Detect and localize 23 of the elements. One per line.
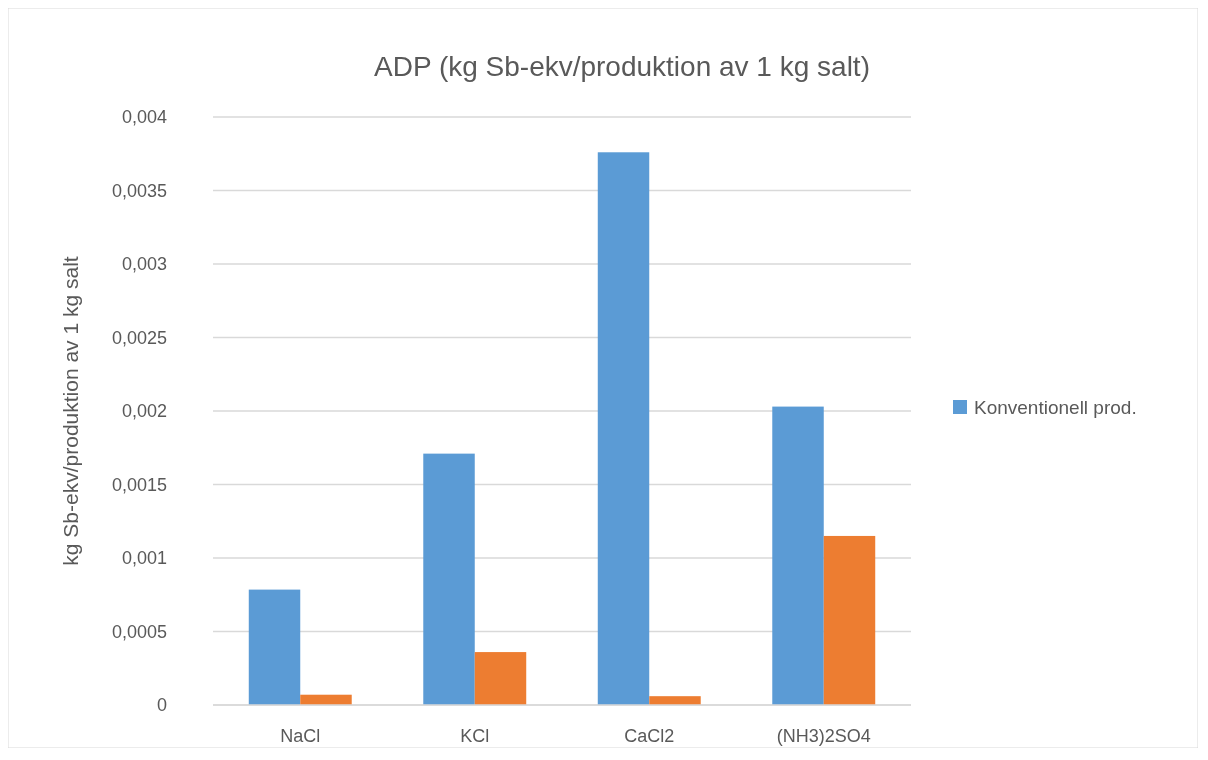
x-tick-label: KCl xyxy=(460,726,490,746)
y-tick-label: 0,003 xyxy=(121,254,167,275)
y-tick-label: 0,0035 xyxy=(111,180,167,201)
y-tick-label: 0 xyxy=(156,695,167,716)
bar xyxy=(597,152,650,705)
y-tick-label: 0,0025 xyxy=(111,327,167,348)
x-tick-label: CaCl2 xyxy=(624,726,675,746)
y-tick-label: 0,001 xyxy=(121,548,167,569)
bar xyxy=(248,589,301,705)
legend-label: Konventionell prod. xyxy=(974,396,1137,418)
y-tick-label: 0,002 xyxy=(121,401,167,422)
x-tick-label: (NH3)2SO4 xyxy=(776,726,871,746)
y-axis-title: kg Sb-ekv/produktion av 1 kg salt xyxy=(59,256,82,566)
bar xyxy=(649,696,701,705)
y-tick-label: 0,0015 xyxy=(111,474,167,495)
y-tick-label: 0,004 xyxy=(121,107,167,128)
x-tick-label: NaCl xyxy=(280,726,321,746)
bar xyxy=(474,652,527,705)
bar xyxy=(823,535,876,705)
bar xyxy=(772,406,824,705)
chart-title: ADP (kg Sb-ekv/produktion av 1 kg salt) xyxy=(374,51,870,82)
y-tick-label: 0,0005 xyxy=(111,621,167,642)
bar xyxy=(423,453,475,705)
